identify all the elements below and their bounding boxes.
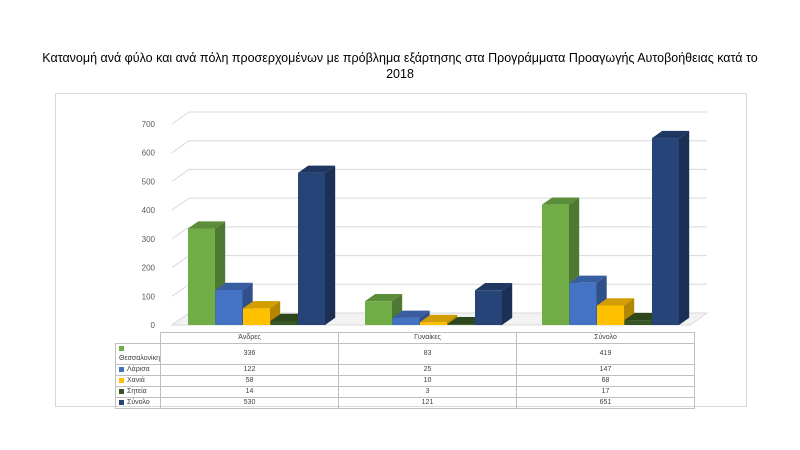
bar-top [569, 275, 607, 283]
bar-front [270, 320, 298, 325]
series-name: Λάρισα [127, 366, 150, 373]
gridline-depth [171, 169, 190, 182]
bar-front [597, 305, 624, 325]
value-cell: 10 [338, 375, 517, 387]
bar-top [392, 310, 430, 318]
y-tick-label: 100 [142, 292, 156, 301]
legend-key [119, 388, 124, 394]
legend-key [119, 345, 124, 351]
bar-front [188, 228, 215, 325]
y-tick-label: 0 [151, 321, 156, 330]
value-cell: 122 [160, 364, 339, 376]
bar-top [215, 282, 253, 290]
value-cell: 17 [516, 386, 695, 398]
bar-top [475, 283, 513, 291]
bar-front [652, 138, 679, 325]
bar-top [243, 301, 281, 309]
gridline-depth [171, 140, 190, 154]
series-name-cell: Σύνολο [115, 397, 161, 409]
gridline-depth [171, 111, 190, 125]
bar-front [569, 282, 597, 325]
legend-key [119, 366, 124, 372]
category-header: Σύνολο [516, 332, 695, 344]
series-name-cell: Θεσσαλονίκη [115, 343, 161, 365]
value-cell: 419 [516, 343, 695, 365]
bar-top [420, 314, 458, 323]
bar-top [188, 221, 226, 229]
data-table: Άνδρες Γυναίκες Σύνολο Θεσσαλονίκη 336 83 4… [115, 332, 695, 409]
bar-side [447, 314, 458, 325]
data-table-row: Θεσσαλονίκη 336 83 419 [115, 343, 695, 365]
y-tick-label: 700 [142, 120, 156, 129]
bar-side [679, 130, 690, 325]
value-cell: 147 [516, 364, 695, 376]
value-cell: 58 [160, 375, 339, 387]
bar-front [365, 301, 392, 325]
value-cell: 14 [160, 386, 339, 398]
value-cell: 3 [338, 386, 517, 398]
value-cell: 68 [516, 375, 695, 387]
bar-front [542, 204, 569, 325]
series-name: Σητεία [127, 388, 147, 395]
category-header: Άνδρες [160, 332, 339, 344]
bar-top [298, 165, 336, 173]
y-tick-label: 500 [142, 177, 156, 186]
series-name-cell: Σητεία [115, 386, 161, 398]
bar-front [298, 172, 325, 325]
bar-top [652, 130, 690, 139]
gridline-depth [171, 283, 190, 297]
bar-front [420, 322, 447, 325]
legend-key [119, 399, 124, 405]
value-cell: 336 [160, 343, 339, 365]
bar-front [475, 290, 502, 325]
data-table-corner [116, 333, 161, 344]
legend-key [119, 377, 124, 383]
bar-front [624, 320, 652, 325]
series-name: Χανιά [127, 377, 145, 384]
series-name-cell: Χανιά [115, 375, 161, 387]
bar-front [447, 324, 475, 325]
value-cell: 121 [338, 397, 517, 409]
series-name: Σύνολο [127, 399, 150, 406]
gridline-depth [171, 197, 190, 211]
series-name-cell: Λάρισα [115, 364, 161, 376]
bar-front [215, 289, 243, 325]
value-cell: 530 [160, 397, 339, 409]
bar-side [502, 283, 513, 325]
value-cell: 83 [338, 343, 517, 365]
chart-title: Κατανομή ανά φύλο και ανά πόλη προσερχομ… [42, 51, 758, 81]
data-table-row: Σητεία 14 3 17 [115, 386, 695, 398]
bar-top [365, 293, 403, 302]
category-header: Γυναίκες [338, 332, 517, 344]
gridline-depth [171, 255, 190, 268]
value-cell: 25 [338, 364, 517, 376]
bar-front [392, 317, 420, 325]
bar-side [325, 165, 336, 325]
y-tick-label: 400 [142, 206, 156, 215]
bar-top [597, 298, 635, 306]
data-table-row: Χανιά 58 10 68 [115, 375, 695, 387]
gridline-depth [171, 226, 190, 240]
bar-front [243, 308, 270, 325]
series-name: Θεσσαλονίκη [119, 355, 160, 362]
data-table-header-row: Άνδρες Γυναίκες Σύνολο [116, 332, 695, 344]
y-tick-label: 200 [142, 264, 156, 273]
y-tick-label: 600 [142, 149, 156, 158]
data-table-row: Σύνολο 530 121 651 [115, 397, 695, 409]
y-tick-label: 300 [142, 235, 156, 244]
bar-top [542, 197, 580, 205]
data-table-row: Λάρισα 122 25 147 [115, 364, 695, 376]
value-cell: 651 [516, 397, 695, 409]
